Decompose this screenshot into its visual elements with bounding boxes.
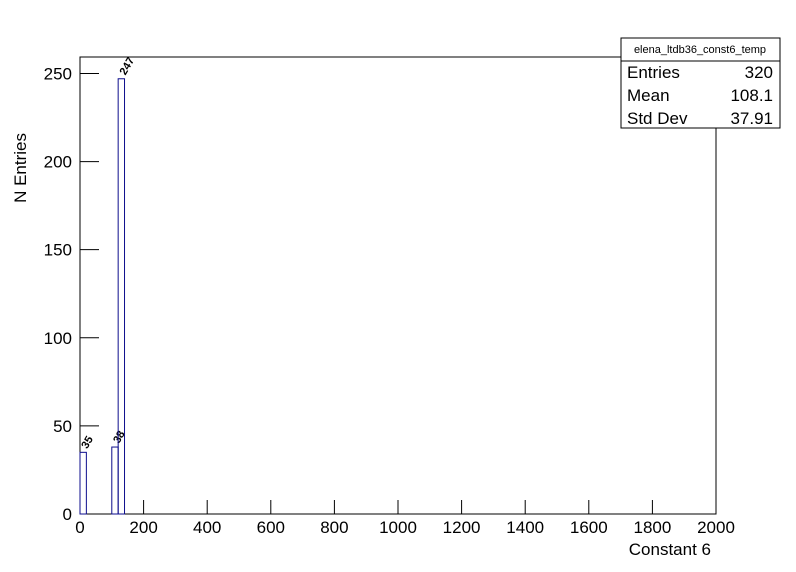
x-tick-label: 2000 <box>697 518 735 537</box>
x-tick-label: 1600 <box>570 518 608 537</box>
x-tick-label: 0 <box>75 518 84 537</box>
x-tick-label: 1200 <box>443 518 481 537</box>
stats-box: elena_ltdb36_const6_temp <box>620 37 781 129</box>
y-tick-label: 200 <box>44 153 72 172</box>
stats-value: 37.91 <box>730 109 773 128</box>
bar <box>79 451 87 515</box>
x-tick-label: 1400 <box>506 518 544 537</box>
x-tick-label: 1000 <box>379 518 417 537</box>
y-tick-label: 50 <box>53 417 72 436</box>
y-tick-label: 0 <box>63 505 72 524</box>
y-axis-title: N Entries <box>11 133 30 203</box>
x-tick-label: 200 <box>129 518 157 537</box>
stats-frame <box>620 37 781 129</box>
x-axis-title: Constant 6 <box>629 540 711 559</box>
y-tick-label: 150 <box>44 241 72 260</box>
stats-label: Entries <box>627 63 680 82</box>
x-tick-label: 400 <box>193 518 221 537</box>
x-tick-label: 800 <box>320 518 348 537</box>
stats-label: Mean <box>627 86 670 105</box>
bar <box>117 78 126 515</box>
y-tick-label: 100 <box>44 329 72 348</box>
stats-label: Std Dev <box>627 109 688 128</box>
stats-value: 320 <box>745 63 773 82</box>
data-label: 38 <box>111 429 128 446</box>
stats-value: 108.1 <box>730 86 773 105</box>
x-tick-label: 1800 <box>633 518 671 537</box>
y-tick-label: 250 <box>44 64 72 83</box>
data-label: 35 <box>79 434 96 451</box>
stats-title: elena_ltdb36_const6_temp <box>634 44 766 56</box>
x-tick-label: 600 <box>257 518 285 537</box>
